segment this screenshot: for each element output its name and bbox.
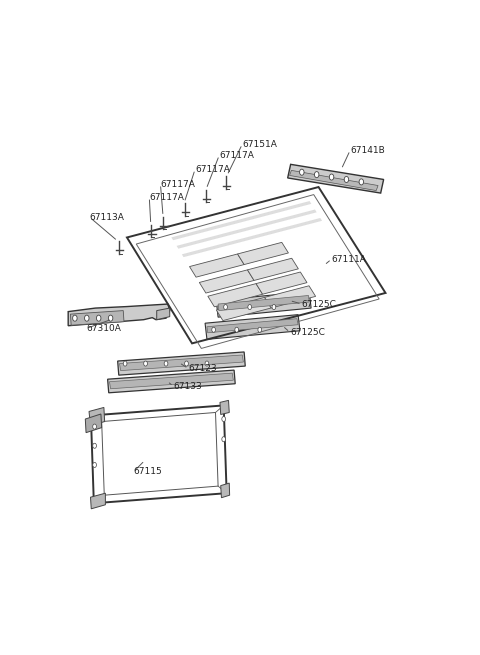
Polygon shape: [91, 493, 106, 509]
Text: 67117A: 67117A: [219, 151, 254, 160]
Polygon shape: [89, 407, 105, 426]
Circle shape: [235, 328, 239, 332]
Circle shape: [224, 305, 228, 310]
Polygon shape: [190, 254, 244, 277]
Polygon shape: [109, 373, 233, 389]
Circle shape: [300, 169, 304, 176]
Polygon shape: [221, 483, 229, 498]
Circle shape: [329, 174, 334, 180]
Polygon shape: [177, 210, 317, 248]
Circle shape: [222, 417, 226, 422]
Circle shape: [108, 315, 113, 321]
Polygon shape: [120, 355, 243, 371]
Text: 67117A: 67117A: [195, 165, 230, 174]
Polygon shape: [85, 414, 102, 433]
Polygon shape: [288, 164, 384, 193]
Polygon shape: [216, 291, 311, 317]
Polygon shape: [207, 319, 298, 333]
Circle shape: [93, 443, 96, 448]
Text: 67113A: 67113A: [90, 213, 125, 222]
Polygon shape: [238, 242, 288, 265]
Text: 67151A: 67151A: [242, 140, 277, 149]
Circle shape: [272, 305, 276, 310]
Polygon shape: [68, 304, 170, 326]
Polygon shape: [156, 308, 170, 320]
Circle shape: [93, 462, 96, 468]
Text: 67111A: 67111A: [332, 255, 366, 264]
Circle shape: [248, 305, 252, 310]
Polygon shape: [289, 170, 378, 191]
Circle shape: [314, 172, 319, 178]
Polygon shape: [256, 272, 307, 294]
Text: 67125C: 67125C: [290, 328, 325, 337]
Circle shape: [258, 328, 262, 332]
Polygon shape: [199, 270, 254, 293]
Circle shape: [222, 437, 226, 441]
Polygon shape: [118, 352, 245, 375]
Polygon shape: [218, 295, 309, 310]
Text: 67141B: 67141B: [350, 145, 385, 155]
Text: 67115: 67115: [133, 468, 162, 476]
Circle shape: [84, 315, 89, 321]
Text: 67123: 67123: [188, 364, 217, 373]
Text: 67117A: 67117A: [160, 179, 195, 189]
Polygon shape: [182, 218, 322, 257]
Polygon shape: [205, 314, 300, 339]
Circle shape: [144, 361, 147, 366]
Circle shape: [164, 361, 168, 366]
Circle shape: [96, 315, 101, 321]
Circle shape: [205, 361, 209, 366]
Text: 67133: 67133: [173, 382, 202, 391]
Circle shape: [93, 424, 96, 429]
Text: 67125C: 67125C: [302, 299, 336, 309]
Circle shape: [359, 179, 363, 185]
Polygon shape: [220, 400, 229, 415]
Polygon shape: [248, 258, 299, 280]
Polygon shape: [208, 284, 263, 307]
Polygon shape: [264, 286, 316, 308]
Circle shape: [185, 361, 188, 366]
Circle shape: [123, 361, 127, 366]
Text: 67310A: 67310A: [87, 324, 121, 333]
Circle shape: [344, 176, 348, 183]
Polygon shape: [71, 310, 124, 326]
Circle shape: [212, 328, 216, 332]
Polygon shape: [108, 370, 235, 393]
Polygon shape: [171, 201, 311, 240]
Text: 67117A: 67117A: [149, 193, 184, 202]
Circle shape: [72, 315, 77, 321]
Polygon shape: [216, 297, 271, 320]
